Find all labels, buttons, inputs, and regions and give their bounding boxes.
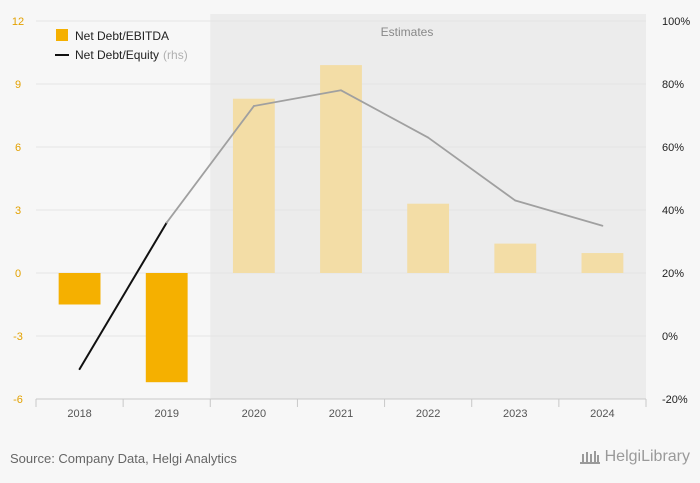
legend-label-net-debt-ebitda: Net Debt/EBITDA	[75, 29, 169, 43]
line-segment-net-debt-equity-2018-2019	[78, 221, 168, 371]
helgi-library-logo: HelgiLibrary	[579, 448, 690, 466]
bar-net-debt-ebitda-2023	[494, 243, 537, 273]
line-segment-net-debt-equity-2019-2020	[165, 105, 255, 224]
logo-text: HelgiLibrary	[604, 448, 690, 465]
right-tick-label: 80%	[662, 79, 684, 91]
line-series	[78, 89, 604, 371]
library-building-icon	[579, 451, 600, 464]
legend-label-net-debt-equity: Net Debt/Equity (rhs)	[75, 48, 188, 62]
line-segment-net-debt-equity-2022-2023	[427, 136, 517, 202]
legend: Net Debt/EBITDA Net Debt/Equity (rhs)	[55, 29, 188, 62]
line-segment-net-debt-equity-2021-2022	[340, 89, 430, 139]
bar-net-debt-ebitda-2022	[407, 203, 450, 273]
right-tick-label: 60%	[662, 142, 684, 154]
legend-label-net-debt-equity-suffix: (rhs)	[163, 48, 188, 62]
right-tick-label: 0%	[662, 331, 678, 343]
left-tick-label: -6	[13, 394, 23, 406]
bars	[58, 65, 624, 383]
estimates-label: Estimates	[381, 25, 434, 39]
line-segment-net-debt-equity-2023-2024	[514, 199, 604, 227]
bar-net-debt-ebitda-2019	[145, 273, 188, 383]
left-tick-label: -3	[13, 331, 23, 343]
right-tick-label: -20%	[662, 394, 688, 406]
right-tick-label: 100%	[662, 16, 690, 28]
line-segment-net-debt-equity-2020-2021	[252, 89, 342, 107]
right-axis-ticks: -20% 0% 20% 40% 60% 80% 100%	[662, 16, 690, 406]
left-tick-label: 12	[12, 16, 24, 28]
left-tick-label: 6	[15, 142, 21, 154]
x-tick-label-2018: 2018	[67, 408, 91, 420]
left-tick-label: 3	[15, 205, 21, 217]
legend-label-net-debt-equity-main: Net Debt/Equity	[75, 48, 159, 62]
left-tick-label: 9	[15, 79, 21, 91]
left-tick-label: 0	[15, 268, 21, 280]
bar-net-debt-ebitda-2020	[232, 98, 275, 273]
right-tick-label: 40%	[662, 205, 684, 217]
x-tick-label-2019: 2019	[154, 408, 178, 420]
legend-swatch-net-debt-ebitda	[56, 29, 68, 41]
source-note: Source: Company Data, Helgi Analytics	[10, 451, 237, 466]
x-axis-ticks: 2018 2019 2020 2021 2022 2023 2024	[67, 408, 614, 420]
bar-net-debt-ebitda-2024	[581, 253, 624, 273]
bar-net-debt-ebitda-2021	[320, 65, 362, 273]
bar-net-debt-ebitda-2018	[58, 273, 101, 305]
axes	[35, 398, 647, 407]
x-tick-label-2022: 2022	[416, 408, 440, 420]
x-tick-label-2021: 2021	[329, 408, 353, 420]
x-tick-label-2020: 2020	[242, 408, 266, 420]
right-tick-label: 20%	[662, 268, 684, 280]
x-tick-label-2023: 2023	[503, 408, 527, 420]
left-axis-ticks: -6 -3 0 3 6 9 12	[12, 16, 24, 406]
x-tick-label-2024: 2024	[590, 408, 614, 420]
